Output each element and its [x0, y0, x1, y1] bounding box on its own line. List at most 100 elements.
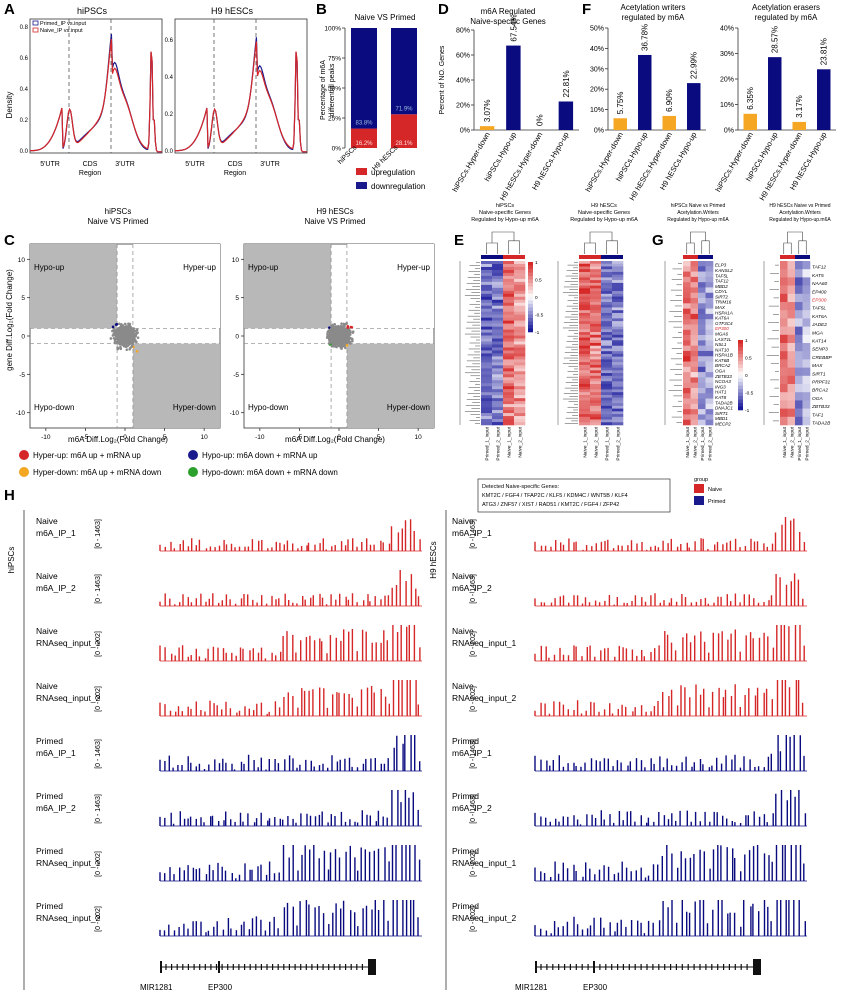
scatter-point: [340, 322, 343, 325]
panel-c-title-1a: hiPSCs: [105, 207, 132, 216]
track-range-label: [0 - 1463]: [95, 794, 102, 824]
track-name-label: RNAseq_input_2: [452, 913, 517, 923]
panel-a-ytick: 0.6: [20, 56, 29, 62]
scatter-point: [117, 331, 120, 335]
gene-model-start: [160, 961, 162, 973]
e-left-cell: [492, 368, 504, 372]
e-right-cell: [579, 266, 591, 270]
panel-e-title-l3: Regulated by Hypo-up m6A: [471, 217, 539, 223]
g-right-gene-label: TAF5L: [812, 306, 826, 312]
e-right-cell: [579, 299, 591, 303]
g-right-cell: [802, 343, 811, 352]
panel-d-ytick: 40%: [456, 78, 470, 85]
panel-d-bar: [479, 126, 495, 130]
e-right-cell: [612, 293, 624, 297]
e-right-cell: [579, 318, 591, 322]
e-left-cell: [481, 261, 493, 265]
e-left-cell: [492, 341, 504, 345]
track-range-label: [0 - 1463]: [95, 574, 102, 604]
e-left-cell: [492, 401, 504, 405]
e-right-cell: [590, 340, 602, 344]
e-left-cell: [481, 281, 493, 286]
panel-d-ytick: 60%: [456, 53, 470, 60]
panel-a-plot-2: 5'UTR CDS Region 3'UTR 0.6 0.4 0.2 0.0: [165, 18, 308, 177]
e-left-scale-cell: [528, 283, 533, 287]
e-right-cell: [590, 302, 602, 306]
g-right-gene-label: PRPF31: [812, 380, 830, 386]
e-left-cell: [514, 407, 526, 411]
panel-f-title-2a: Acetylation erasers: [752, 3, 820, 12]
panel-c-ylabel: gene Diff.Log₂(Fold Change): [5, 269, 14, 371]
panel-a-title-2: H9 hESCs: [211, 6, 254, 16]
e-right-cell: [579, 414, 591, 418]
g-left-cell: [698, 271, 706, 278]
panel-e-title-r3: Regulated by Hypo-up m6A: [570, 217, 638, 223]
e-left-scale-label: 0.5: [535, 278, 542, 284]
e-left-cell: [503, 419, 515, 423]
e-right-cell: [612, 392, 624, 396]
gene-model-exons: [540, 964, 748, 970]
e-right-cell: [590, 337, 602, 341]
scatter-point: [122, 342, 125, 346]
e-right-cell: [590, 400, 602, 404]
panel-f2-bar: [817, 69, 831, 130]
g-right-cell: [780, 334, 788, 344]
scatter-point: [129, 338, 132, 341]
g-right-cell: [795, 416, 803, 426]
e-left-cell: [514, 323, 526, 327]
g-left-cell: [698, 324, 706, 331]
e-right-cell: [612, 378, 624, 382]
e-left-cell: [492, 332, 504, 336]
g-left-cell: [683, 414, 691, 421]
e-right-cell: [601, 310, 613, 314]
track-name-label: m6A_IP_2: [452, 803, 492, 813]
track-range-label: [0 - 202]: [95, 906, 102, 932]
e-right-cell: [590, 288, 602, 292]
scatter-point: [131, 342, 135, 346]
g-right-cell: [795, 269, 803, 278]
e-left-cell: [503, 362, 515, 366]
y-tick-label: 0: [235, 334, 239, 341]
e-left-cell: [503, 422, 515, 426]
e-right-cell: [579, 394, 591, 398]
panel-f-chart-2: 40% 30% 20% 10% 0% 6.35% hiPSCs.Hyper-down 28.5…: [713, 26, 836, 202]
e-right-cell: [601, 394, 613, 398]
g-left-cell: [690, 414, 699, 421]
e-right-cell: [590, 405, 602, 409]
e-right-cell: [579, 321, 591, 325]
e-left-cell: [492, 404, 504, 408]
e-left-cell: [481, 404, 493, 408]
g-right-gene-label: CREBBP: [812, 355, 833, 361]
panel-a-ytick-2: 0.6: [165, 38, 174, 44]
scatter-point: [331, 334, 335, 338]
panel-d-ytick: 80%: [456, 28, 470, 35]
e-right-cell: [579, 277, 591, 281]
e-left-cell: [492, 335, 504, 339]
e-right-cell: [579, 269, 591, 273]
e-left-scale-cell: [528, 279, 533, 284]
e-left-cell: [492, 287, 504, 292]
gene-model-exon: [593, 961, 595, 973]
e-left-cell: [481, 410, 493, 414]
panel-f2-xcat: hiPSCs.Hyper-down: [713, 131, 755, 194]
e-left-scale-cell: [528, 297, 533, 301]
track-range-label: [0 - 202]: [95, 686, 102, 712]
e-left-group-bar: [481, 255, 492, 259]
e-right-cell: [579, 384, 591, 388]
g-left-scale-cell: [738, 368, 743, 372]
e-left-cell: [503, 359, 515, 363]
panel-c-scatter-2: -10 -5 0 5 10 10 5 0 -5 -10 Hypo-up Hyper-up Hypo-do…: [230, 243, 435, 441]
g-right-gene-label: MAX: [812, 363, 823, 369]
e-right-cell: [601, 304, 613, 308]
panel-e-title-l2: Naive-specific Genes: [479, 210, 531, 216]
g-left-gene-label: KAT8: [715, 395, 727, 400]
track-signal: [159, 570, 420, 606]
e-left-cell: [514, 263, 526, 268]
g-right-cell: [802, 408, 811, 418]
track-name-label: m6A_IP_2: [36, 583, 76, 593]
g-left-cell: [690, 377, 699, 383]
g-right-cell: [795, 277, 803, 286]
e-left-cell: [481, 332, 493, 336]
e-right-cell: [601, 389, 613, 393]
scatter-point: [340, 340, 344, 344]
